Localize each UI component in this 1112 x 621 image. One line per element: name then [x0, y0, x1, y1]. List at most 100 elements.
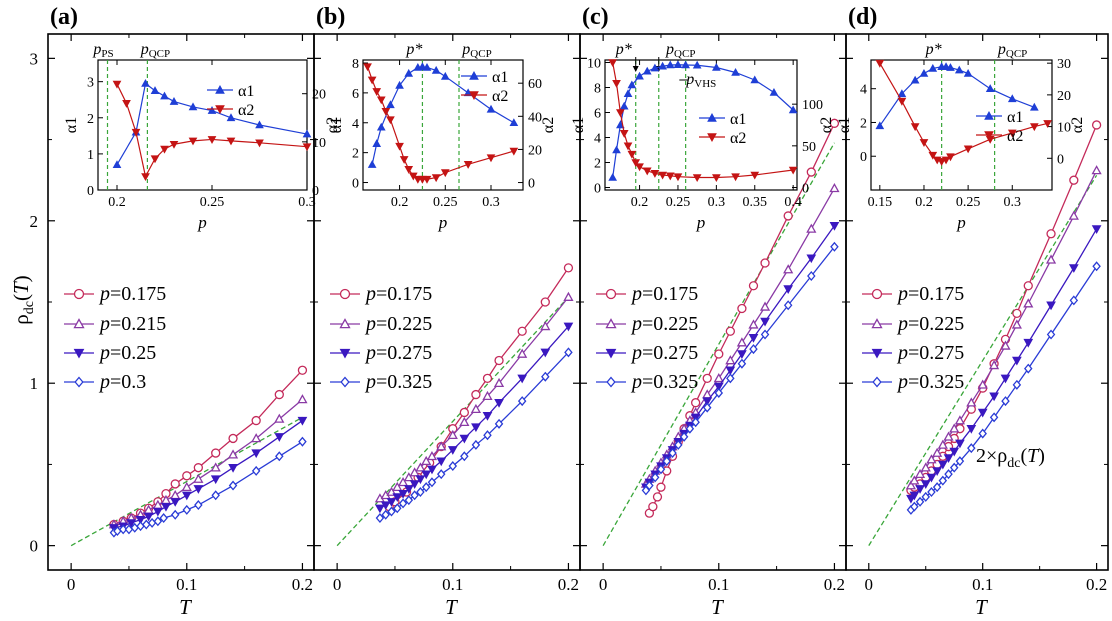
- legend-value: =0.175: [110, 283, 166, 305]
- inset-legend-marker: [215, 105, 225, 115]
- inset-annotation: pVHS: [685, 71, 716, 90]
- data-point: [783, 300, 793, 311]
- inset-annotation: p*: [925, 41, 942, 58]
- alpha2-point: [363, 63, 372, 72]
- data-point: [494, 355, 504, 366]
- alpha2-point: [160, 145, 169, 154]
- inset-x-tick-label: 0.3: [1004, 195, 1022, 210]
- x-axis-label: T: [445, 595, 458, 619]
- alpha2-point: [635, 163, 644, 172]
- data-point: [1046, 329, 1056, 340]
- data-point: [966, 397, 977, 407]
- x-tick-label: 0: [333, 575, 342, 594]
- data-point: [182, 504, 192, 515]
- inset-frame: [362, 59, 524, 191]
- data-point: [298, 436, 307, 447]
- legend-var: p: [896, 283, 908, 305]
- note-paren-close: ): [1038, 445, 1045, 467]
- x-tick-label: 0.2: [1086, 575, 1107, 594]
- alpha2-point: [226, 137, 236, 146]
- inset-legend-marker: [707, 133, 717, 143]
- alpha2-point: [376, 96, 386, 105]
- data-point: [159, 513, 168, 524]
- data-point: [949, 447, 960, 457]
- data-point: [392, 481, 403, 492]
- alpha2-point: [188, 137, 198, 146]
- alpha1-point: [1029, 102, 1039, 111]
- inset-x-tick-label: 0.25: [433, 195, 458, 210]
- series-3: p=0.275: [862, 225, 1102, 504]
- data-point: [410, 490, 419, 501]
- data-point: [193, 463, 203, 473]
- data-point: [806, 167, 816, 177]
- x-tick-label: 0.1: [176, 575, 197, 594]
- data-point: [170, 498, 181, 507]
- legend-marker: [605, 288, 617, 300]
- data-point: [415, 462, 426, 472]
- data-point: [416, 487, 425, 498]
- data-point: [915, 496, 925, 507]
- data-point: [459, 434, 470, 444]
- x-tick-label: 0.1: [442, 575, 463, 594]
- data-point: [421, 482, 431, 493]
- data-point: [668, 448, 677, 459]
- data-point: [563, 322, 574, 332]
- data-point: [482, 411, 493, 421]
- inset-y-right-tick-label: 100: [802, 98, 823, 113]
- data-point: [977, 379, 988, 389]
- data-point: [748, 319, 759, 329]
- data-point: [459, 407, 469, 418]
- alpha2-point: [658, 171, 667, 180]
- data-point: [251, 449, 262, 459]
- data-point: [211, 490, 220, 501]
- alpha1-point: [897, 89, 907, 98]
- y-tick-label: 0: [30, 537, 39, 556]
- data-point: [386, 498, 397, 507]
- data-point: [1091, 225, 1102, 234]
- data-point: [143, 512, 154, 522]
- data-point: [427, 465, 437, 475]
- data-point: [920, 462, 931, 472]
- data-point: [381, 509, 390, 520]
- data-point: [415, 475, 426, 485]
- legend-marker: [606, 376, 616, 388]
- inset-y-right-label: α2: [818, 117, 835, 133]
- data-point: [955, 456, 965, 467]
- data-point: [448, 461, 458, 472]
- annotation-main: p*: [925, 41, 942, 58]
- data-point: [274, 433, 285, 442]
- alpha2-point: [404, 165, 414, 174]
- legend-value: =0.3: [110, 371, 146, 393]
- data-point: [409, 467, 420, 477]
- inset-frame: [97, 59, 308, 191]
- data-point: [436, 469, 446, 480]
- data-point: [193, 485, 204, 494]
- data-point: [989, 392, 999, 402]
- data-point: [927, 487, 936, 498]
- data-point: [1012, 356, 1022, 366]
- data-point: [540, 321, 551, 331]
- alpha2-point: [650, 170, 660, 178]
- data-point: [170, 479, 180, 489]
- data-point: [142, 519, 151, 530]
- legend-var: p: [630, 313, 642, 335]
- alpha1-point: [673, 60, 683, 69]
- data-point: [170, 489, 181, 500]
- legend-label: p=0.175: [364, 283, 432, 305]
- alpha1-point: [985, 84, 995, 93]
- data-point: [949, 423, 960, 433]
- data-point: [1023, 298, 1034, 308]
- data-point: [702, 397, 713, 407]
- data-point: [483, 430, 492, 441]
- alpha2-point: [619, 130, 629, 138]
- legend-label: p=0.225: [896, 313, 964, 335]
- alpha2-point: [381, 108, 391, 116]
- legend-marker: [340, 376, 350, 388]
- data-point: [387, 506, 396, 517]
- data-point: [228, 480, 238, 491]
- inset-y-left-tick-label: 4: [594, 132, 601, 147]
- data-point: [482, 390, 493, 401]
- data-point: [909, 475, 920, 485]
- data-point: [1069, 295, 1079, 306]
